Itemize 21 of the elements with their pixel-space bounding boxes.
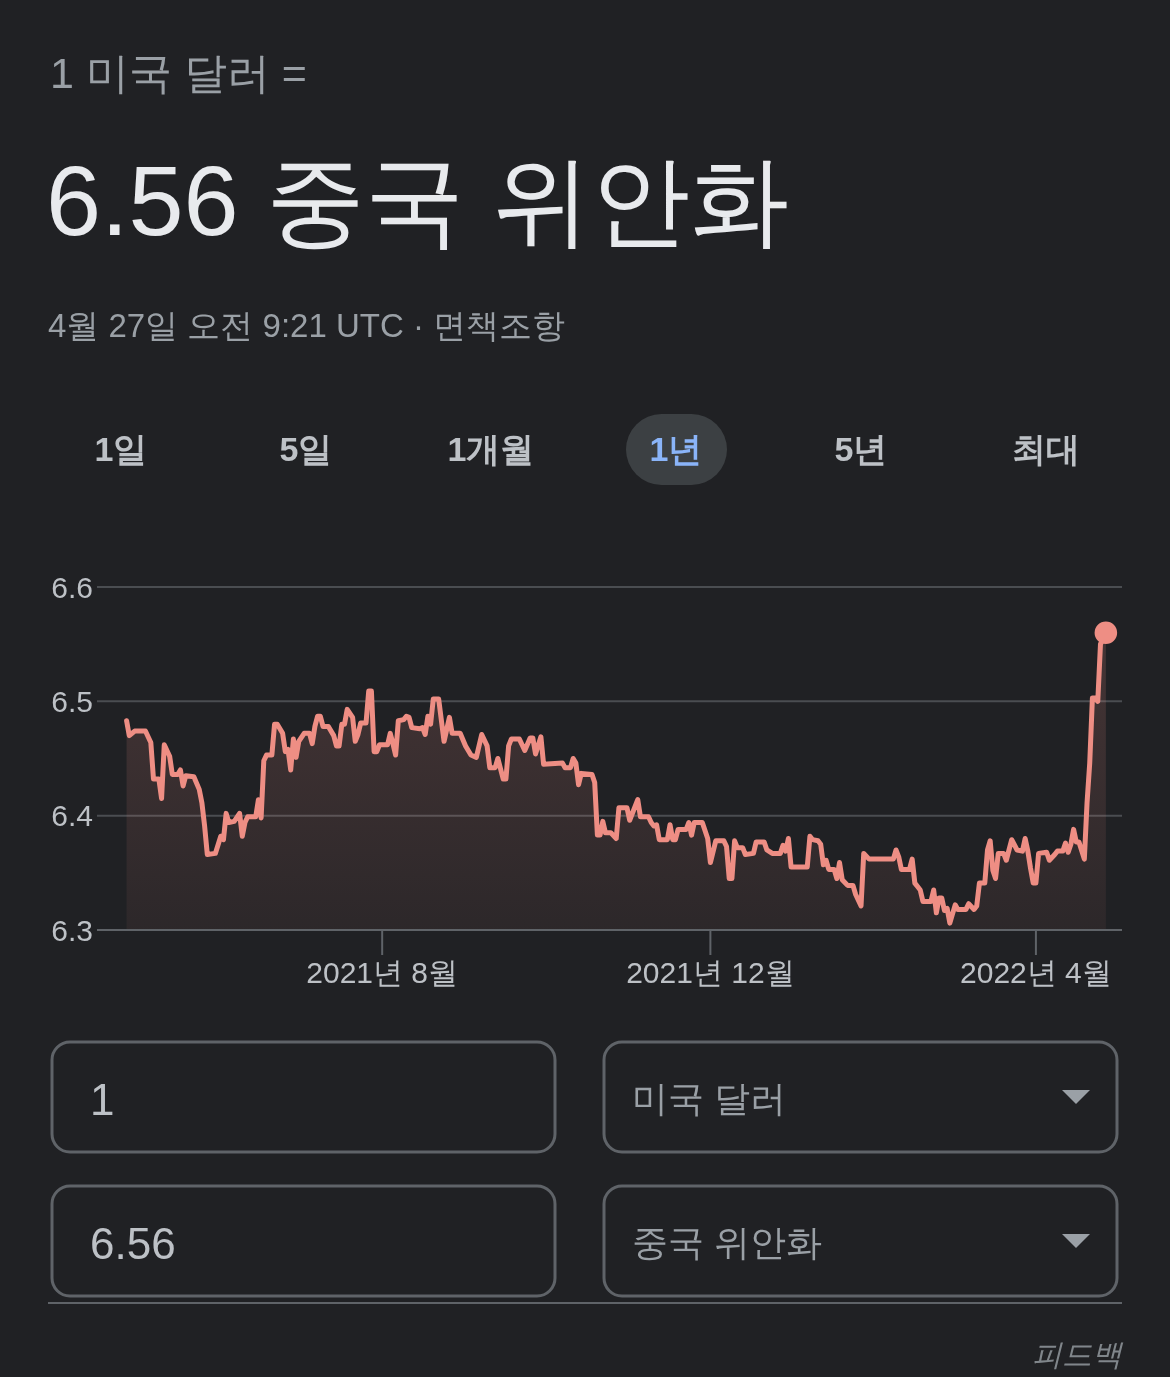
text: 중국 위안화	[632, 1221, 823, 1263]
y-tick-label: 6.5	[51, 684, 93, 718]
y-tick-label: 6.3	[51, 913, 93, 947]
text: 5일	[279, 430, 333, 468]
x-tick-label: 2022년 4월	[960, 955, 1112, 989]
text: 1개월	[447, 430, 535, 468]
x-tick-label: 2021년 12월	[626, 955, 795, 989]
text: 5년	[834, 430, 888, 468]
y-tick-label: 6.4	[51, 799, 93, 833]
y-tick-label: 6.6	[51, 570, 93, 604]
text: 최대	[1012, 430, 1080, 468]
text: 4월 27일 오전 9:21 UTC · 면책조항	[48, 307, 566, 344]
text: 1	[90, 1074, 115, 1124]
text: 미국 달러	[632, 1077, 787, 1119]
text: 피드백	[1032, 1338, 1124, 1371]
chart-subtitle: 1 미국 달러 =	[50, 49, 307, 97]
text: 1일	[94, 430, 148, 468]
text: 6.56	[90, 1218, 176, 1268]
chart-title: 6.56 중국 위안화	[46, 145, 789, 256]
x-tick-label: 2021년 8월	[306, 955, 459, 989]
text: 1년	[649, 430, 703, 468]
